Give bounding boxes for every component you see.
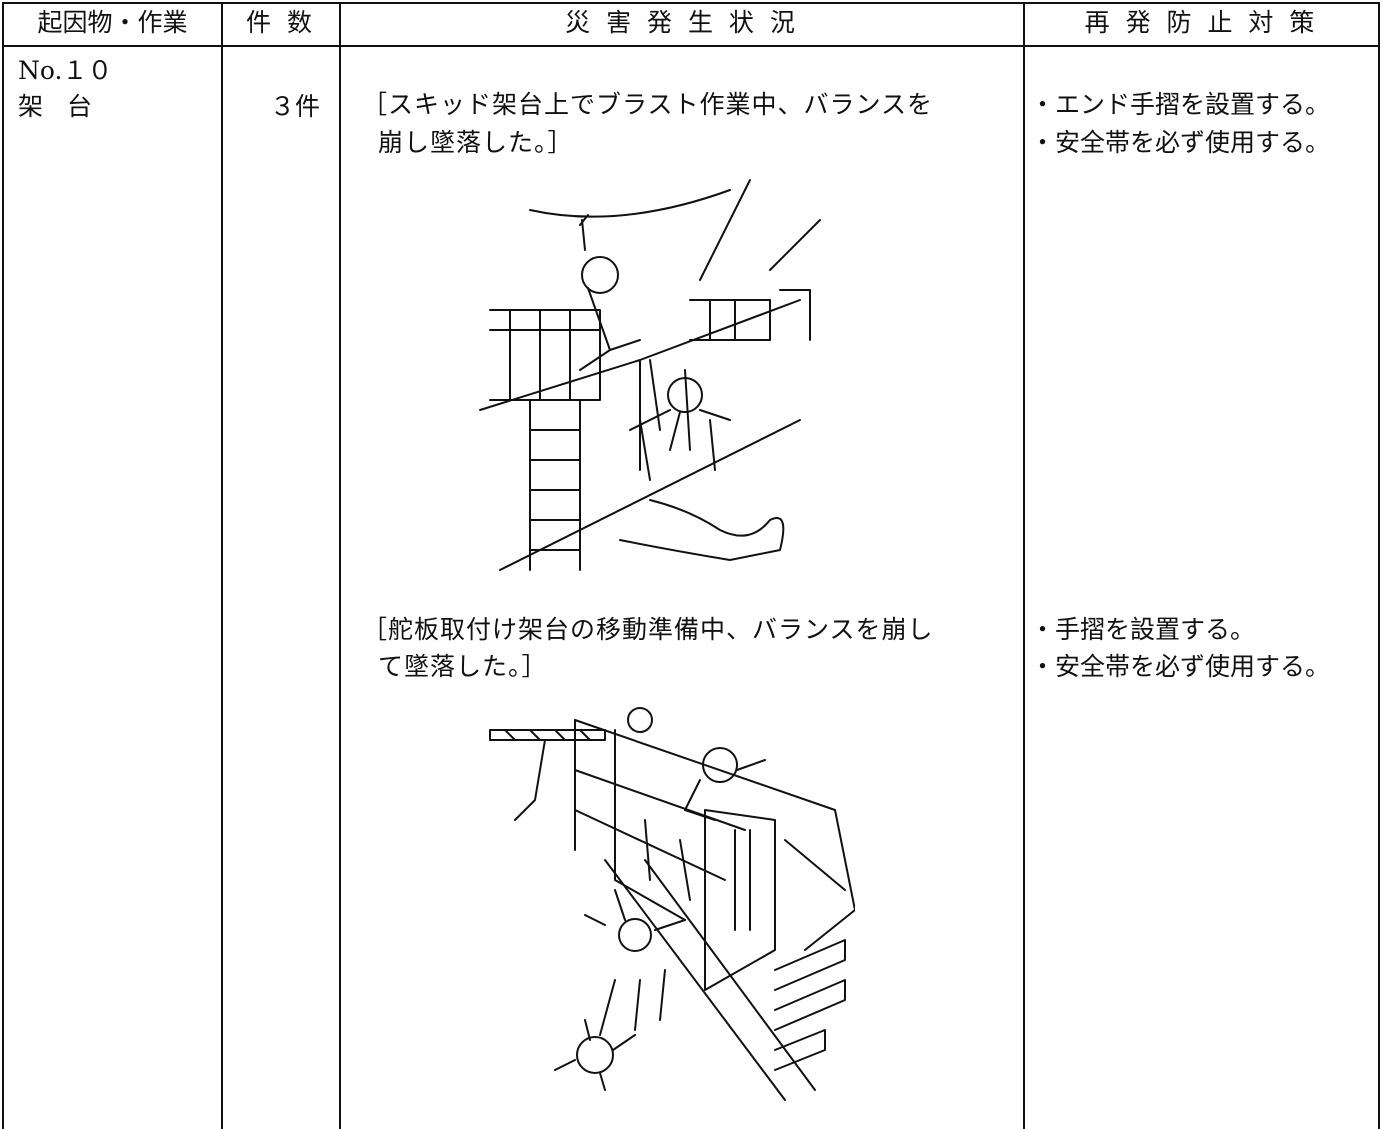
header-cell: 件 数 — [246, 8, 316, 37]
column-border — [221, 2, 223, 1129]
column-border — [2, 2, 4, 1129]
case-description: 崩し墜落した。］ — [378, 128, 574, 157]
measure: ・安全帯を必ず使用する。 — [1030, 128, 1331, 157]
header-cell: 再 発 防 止 対 策 — [1084, 8, 1319, 37]
item-no: No.１０ — [18, 56, 113, 85]
header-cell: 災 害 発 生 状 況 — [565, 8, 799, 37]
case-description: て墜落した。］ — [378, 652, 548, 681]
item: 架 台 — [18, 92, 100, 121]
count: ３件 — [269, 92, 320, 121]
column-border — [339, 2, 341, 1129]
column-border — [1023, 2, 1025, 1129]
table-border — [2, 2, 1380, 4]
illustration — [479, 179, 821, 571]
case-description: ［舵板取付け架台の移動準備中、バランスを崩し — [362, 615, 934, 644]
case-description: ［スキッド架台上でブラスト作業中、バランスを — [362, 90, 934, 119]
column-border — [1378, 2, 1380, 1129]
measure: ・手摺を設置する。 — [1030, 615, 1256, 644]
header-cell: 起因物・作業 — [37, 8, 188, 37]
measure: ・エンド手摺を設置する。 — [1030, 90, 1331, 119]
illustration — [489, 707, 855, 1101]
header-border — [2, 45, 1380, 47]
measure: ・安全帯を必ず使用する。 — [1030, 652, 1331, 681]
